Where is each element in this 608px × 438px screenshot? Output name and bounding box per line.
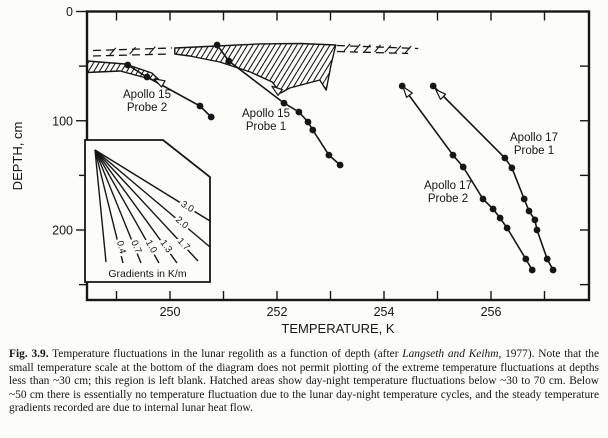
data-point	[525, 207, 533, 215]
hatch-band-main	[174, 42, 337, 94]
series-line	[432, 85, 554, 271]
gradient-line	[94, 149, 199, 262]
open-arrow-marker	[402, 86, 413, 98]
data-point	[429, 82, 437, 90]
caption-text-lead: Temperature fluctuations in the lunar re…	[48, 348, 403, 360]
open-arrow-marker	[435, 88, 447, 100]
data-point	[207, 113, 215, 121]
data-point	[196, 102, 204, 110]
data-point	[543, 255, 551, 263]
data-point	[528, 266, 536, 274]
series-line	[401, 85, 533, 271]
hatch-tail-slash	[404, 45, 412, 54]
figure-caption: Fig. 3.9. Temperature fluctuations in th…	[9, 348, 599, 416]
data-point	[549, 266, 557, 274]
y-tick-label: 100	[52, 114, 73, 128]
y-axis-title: DEPTH, cm	[10, 122, 25, 191]
hatch-tail-slash	[129, 46, 136, 55]
data-point	[522, 255, 530, 263]
series-line	[127, 64, 212, 118]
data-point	[533, 226, 541, 234]
data-point	[325, 151, 333, 159]
data-point	[520, 195, 528, 203]
data-point	[496, 214, 504, 222]
data-point	[304, 118, 312, 126]
y-tick-label: 200	[52, 224, 73, 238]
gradient-line	[94, 149, 178, 264]
y-tick-label: 0	[66, 5, 73, 19]
inset-box	[84, 139, 211, 283]
data-point	[508, 164, 516, 172]
data-point	[449, 151, 457, 159]
hatch-tail-slash	[353, 43, 361, 52]
hatch-tail-0	[92, 47, 173, 52]
open-arrow-marker	[271, 85, 283, 96]
data-point	[501, 154, 509, 162]
data-point	[336, 161, 344, 169]
series-label: Apollo 15	[123, 89, 171, 101]
data-point	[503, 224, 511, 232]
data-point	[225, 57, 233, 65]
x-tick-label: 254	[374, 305, 395, 319]
data-point	[309, 126, 317, 134]
caption-text-body: 1977). Note that the small temperature s…	[9, 348, 599, 415]
hatch-tail-slash	[109, 47, 117, 56]
open-arrow-marker	[153, 78, 166, 88]
series-label: Probe 2	[428, 193, 468, 205]
hatch-tail-slash	[374, 44, 381, 53]
series-line	[216, 44, 341, 166]
data-point	[489, 205, 497, 213]
caption-reference: Langseth and Keihm,	[402, 348, 502, 360]
x-tick-label: 256	[481, 305, 502, 319]
data-point	[295, 108, 303, 116]
x-tick-label: 252	[267, 305, 288, 319]
x-axis: 250 252 254 256 TEMPERATURE, K	[115, 12, 546, 336]
x-axis-title: TEMPERATURE, K	[281, 321, 394, 336]
inset-caption: Gradients in K/m	[108, 268, 186, 280]
data-point	[459, 163, 467, 171]
gradient-line	[94, 149, 211, 248]
gradient-line	[94, 149, 211, 222]
hatch-tail-slash	[384, 45, 392, 53]
series-label: Probe 1	[246, 121, 286, 133]
hatched-fluctuation-bands	[86, 42, 419, 94]
hatch-tail-slash	[343, 43, 351, 52]
hatch-tail-slash	[394, 45, 402, 54]
depth-temperature-chart: 250 252 254 256 TEMPERATURE, K 0 100 200 DEPTH, …	[10, 5, 591, 336]
hatch-tail-slash	[363, 44, 371, 52]
hatch-tail-slash	[148, 46, 156, 54]
data-point	[213, 41, 221, 49]
series-label: Apollo 15	[242, 108, 290, 120]
data-point	[124, 61, 132, 69]
figure-number-label: Fig. 3.9.	[9, 348, 49, 360]
series-label: Probe 2	[127, 102, 167, 114]
hatch-tail-1	[92, 53, 171, 57]
gradient-line	[94, 149, 107, 263]
y-axis: 0 100 200 DEPTH, cm	[10, 5, 588, 286]
gradient-line	[94, 149, 142, 264]
gradient-line	[94, 149, 160, 264]
data-point	[531, 216, 539, 224]
hatch-tail-3	[336, 50, 409, 55]
series-label: Apollo 17	[424, 180, 472, 192]
data-point	[143, 73, 151, 81]
data-point	[479, 195, 487, 203]
x-tick-label: 250	[160, 305, 181, 319]
series-label: Probe 1	[514, 145, 554, 157]
gradient-line	[94, 149, 124, 264]
data-point	[280, 99, 288, 107]
hatch-tail-2	[336, 44, 419, 50]
series-label: Apollo 17	[510, 132, 558, 144]
